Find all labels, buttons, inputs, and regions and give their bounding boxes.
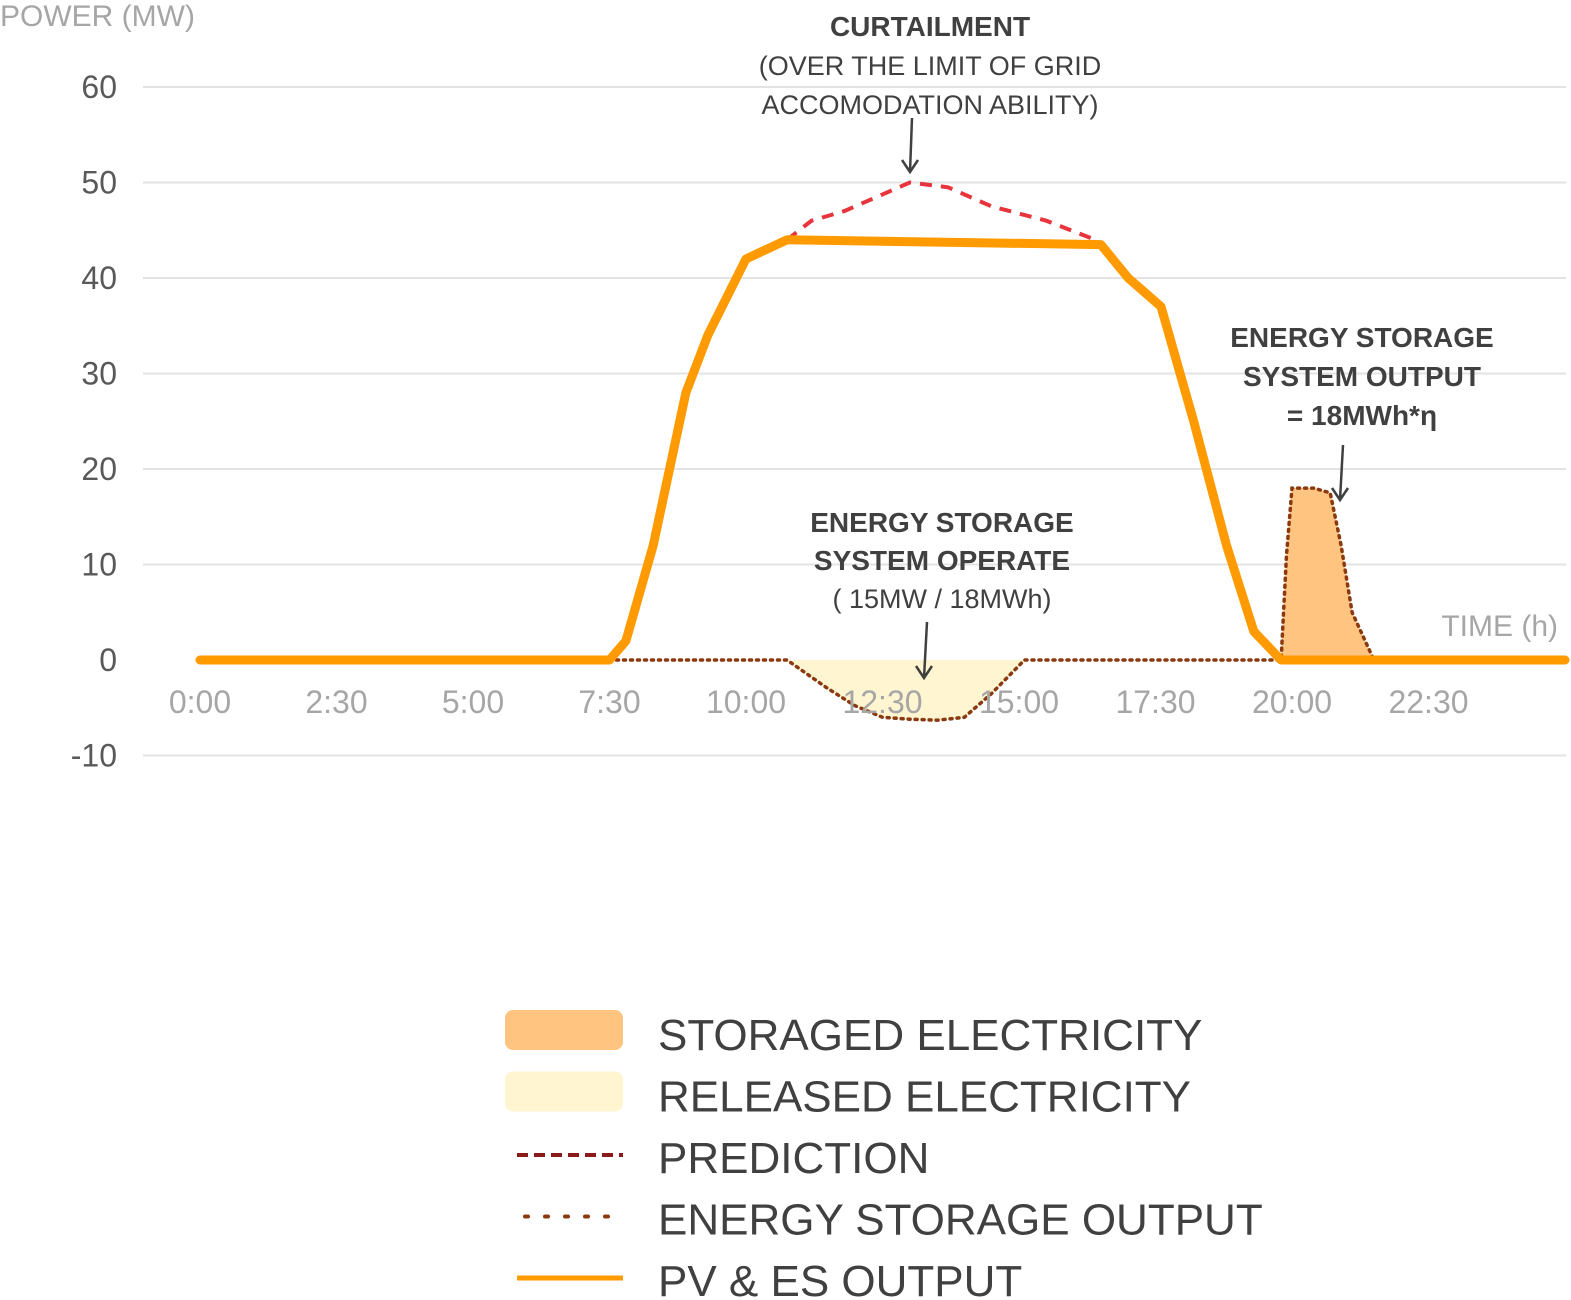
legend-item: STORAGED ELECTRICITY bbox=[505, 1010, 1202, 1060]
grid-lines bbox=[143, 86, 1566, 757]
legend-label: ENERGY STORAGE OUTPUT bbox=[658, 1196, 1263, 1245]
annotation: ENERGY STORAGE SYSTEM OPERATE ( 15MW / 18M… bbox=[810, 507, 1074, 681]
legend-label: PREDICTION bbox=[658, 1134, 929, 1183]
legend-swatch bbox=[505, 1010, 623, 1050]
annotation: ENERGY STORAGE SYSTEM OUTPUT = 18MWh*η bbox=[1230, 322, 1494, 503]
annotation-text: SYSTEM OPERATE bbox=[814, 545, 1070, 576]
x-tick-label: 5:00 bbox=[442, 684, 504, 720]
annotation-arrowhead bbox=[914, 665, 934, 681]
y-tick-label: 10 bbox=[81, 547, 117, 583]
x-tick-label: 22:30 bbox=[1388, 684, 1468, 720]
x-tick-label: 10:00 bbox=[706, 684, 786, 720]
legend-item: PREDICTION bbox=[517, 1134, 929, 1183]
annotation-text: CURTAILMENT bbox=[830, 11, 1030, 42]
legend-swatch bbox=[505, 1071, 623, 1112]
chart-series bbox=[195, 180, 1570, 722]
legend-label: STORAGED ELECTRICITY bbox=[658, 1011, 1202, 1060]
annotation-arrowhead bbox=[1330, 487, 1350, 503]
y-tick-label: 40 bbox=[81, 260, 117, 296]
annotation-text: SYSTEM OUTPUT bbox=[1243, 361, 1481, 392]
x-tick-label: 15:00 bbox=[979, 684, 1059, 720]
legend-item: RELEASED ELECTRICITY bbox=[505, 1071, 1191, 1122]
annotation-text: ENERGY STORAGE bbox=[810, 507, 1073, 538]
legend-label: PV & ES OUTPUT bbox=[658, 1257, 1022, 1300]
annotation-arrowhead bbox=[900, 159, 920, 175]
annotation-text: (OVER THE LIMIT OF GRID bbox=[759, 51, 1102, 81]
legend-item: PV & ES OUTPUT bbox=[517, 1257, 1022, 1300]
chart-areas bbox=[787, 488, 1374, 721]
y-tick-label: 20 bbox=[81, 451, 117, 487]
x-tick-label: 0:00 bbox=[169, 684, 231, 720]
annotation-arrow bbox=[1338, 444, 1345, 501]
annotation-text: ENERGY STORAGE bbox=[1230, 322, 1493, 353]
x-tick-label: 12:30 bbox=[842, 684, 922, 720]
legend-item: ENERGY STORAGE OUTPUT bbox=[523, 1196, 1263, 1245]
legend-label: RELEASED ELECTRICITY bbox=[658, 1073, 1191, 1122]
series-pv-es-output bbox=[195, 235, 1570, 665]
y-tick-label: 0 bbox=[99, 642, 117, 678]
annotation-text: ACCOMODATION ABILITY) bbox=[761, 90, 1098, 120]
x-tick-label: 7:30 bbox=[578, 684, 640, 720]
y-tick-label: 30 bbox=[81, 356, 117, 392]
annotations: CURTAILMENT (OVER THE LIMIT OF GRID ACCOMO… bbox=[759, 11, 1494, 681]
series-prediction bbox=[785, 180, 1097, 242]
y-axis-label: POWER (MW) bbox=[0, 0, 195, 33]
area-storaged-electricity bbox=[1281, 488, 1374, 660]
legend: STORAGED ELECTRICITY RELEASED ELECTRICITY… bbox=[505, 1010, 1263, 1300]
y-tick-label: 60 bbox=[81, 69, 117, 105]
x-axis-ticks: 0:00 2:30 5:00 7:30 10:00 12:30 15:00 17:30 20:0… bbox=[169, 684, 1469, 720]
x-tick-label: 2:30 bbox=[305, 684, 367, 720]
area-released-electricity bbox=[787, 660, 1025, 721]
y-axis-ticks: 60 50 40 30 20 10 0 -10 bbox=[71, 69, 117, 774]
y-tick-label: 50 bbox=[81, 165, 117, 201]
annotation-text: ( 15MW / 18MWh) bbox=[832, 584, 1051, 614]
annotation-arrow bbox=[922, 621, 929, 679]
annotation: CURTAILMENT (OVER THE LIMIT OF GRID ACCOMO… bbox=[759, 11, 1102, 175]
x-axis-label: TIME (h) bbox=[1441, 610, 1558, 643]
series-energy-storage-output bbox=[607, 486, 1567, 722]
annotation-text: = 18MWh*η bbox=[1287, 400, 1437, 431]
y-tick-label: -10 bbox=[71, 738, 117, 774]
x-tick-label: 20:00 bbox=[1252, 684, 1332, 720]
x-tick-label: 17:30 bbox=[1115, 684, 1195, 720]
annotation-arrow bbox=[908, 117, 914, 173]
